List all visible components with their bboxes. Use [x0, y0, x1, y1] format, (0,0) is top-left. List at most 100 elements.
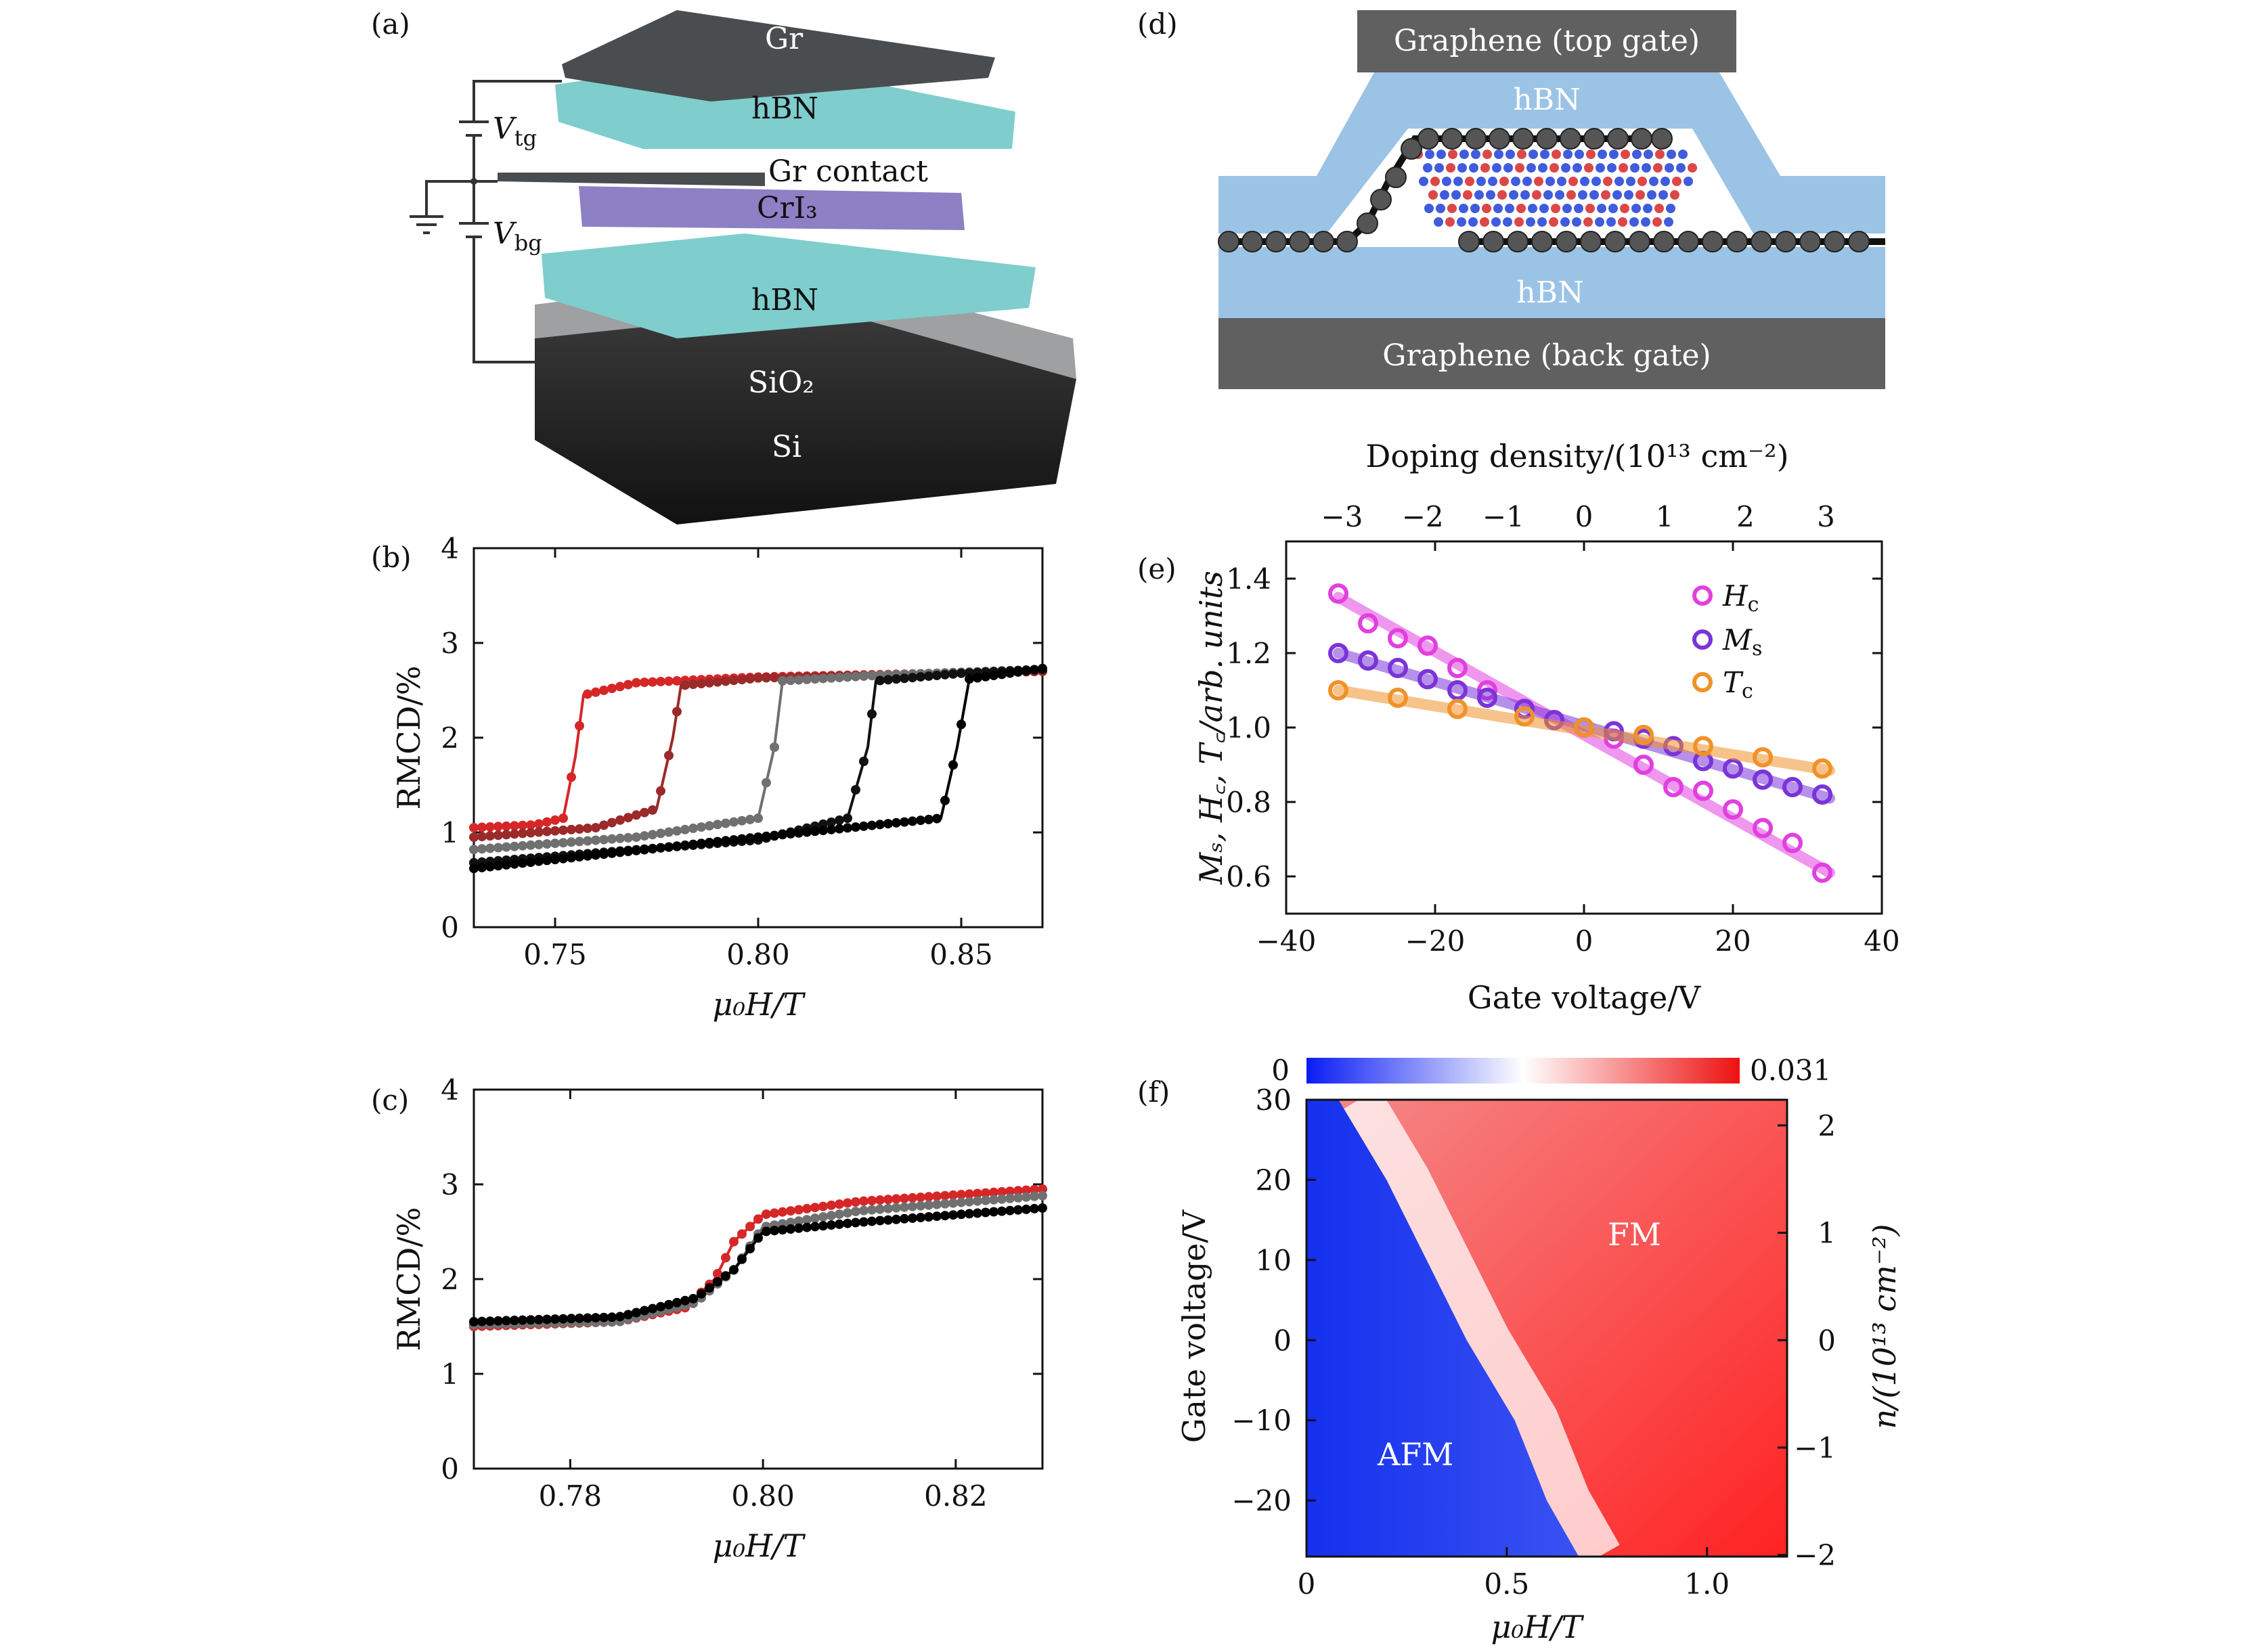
data-point [908, 1201, 917, 1211]
data-point [956, 668, 966, 678]
series-line [473, 1207, 1043, 1323]
data-point [1013, 1205, 1023, 1215]
graphene-atom [1775, 231, 1797, 252]
data-point [721, 676, 730, 686]
data-point [688, 823, 698, 833]
data-point [591, 835, 600, 845]
data-point [867, 709, 877, 719]
data-point [656, 828, 665, 839]
data-point [1633, 755, 1654, 775]
lattice-atom [1549, 217, 1558, 227]
data-point [883, 1195, 893, 1205]
data-point [843, 1208, 852, 1218]
data-point [688, 679, 698, 690]
data-point [640, 807, 649, 818]
data-point [656, 1301, 665, 1312]
y-tick-label: 0 [441, 911, 459, 944]
x-tick-label: 0 [1575, 924, 1593, 958]
graphene-atom [1536, 128, 1558, 150]
data-point [835, 1209, 844, 1220]
data-point [802, 1203, 812, 1213]
legend-ms: Ms [1722, 623, 1762, 661]
y-tick-label: 3 [441, 1168, 459, 1201]
data-point [908, 673, 917, 683]
lattice-atom [1517, 150, 1526, 159]
data-point [575, 824, 584, 834]
data-point [989, 671, 998, 681]
graphene-atom [1289, 231, 1311, 252]
lattice-atom [1563, 150, 1573, 159]
lattice-atom [1482, 204, 1491, 213]
data-point [713, 836, 722, 847]
graphene-atom [1441, 128, 1463, 150]
legend-hc: Hc [1722, 579, 1759, 617]
data-point [713, 677, 722, 687]
lattice-atom [1528, 204, 1537, 213]
data-point [591, 823, 600, 832]
lattice-atom [1586, 150, 1596, 159]
data-point [916, 1213, 925, 1222]
data-point [688, 839, 698, 849]
data-point [567, 772, 576, 782]
lattice-atom [1445, 217, 1455, 227]
panel-f-frame [1305, 1098, 1788, 1558]
data-point [567, 1314, 576, 1324]
data-point [956, 719, 966, 730]
data-point [599, 1312, 609, 1322]
data-point [973, 1188, 982, 1199]
lattice-atom [1658, 190, 1668, 200]
lattice-atom [1453, 177, 1463, 186]
data-point [851, 1197, 860, 1207]
data-point [632, 832, 641, 842]
lattice-atom [1430, 177, 1440, 186]
lattice-atom [1632, 150, 1642, 159]
lattice-atom [1555, 190, 1564, 200]
hbn-top-text: hBN [1513, 83, 1580, 117]
lattice-atom [1606, 217, 1616, 227]
data-point [1693, 780, 1713, 801]
data-point [485, 862, 495, 872]
data-point [956, 1209, 966, 1220]
graphene-atom [1218, 231, 1239, 252]
y-tick-label: 3 [441, 627, 459, 660]
data-point [1030, 665, 1039, 675]
data-point [892, 818, 901, 828]
data-point [794, 1216, 804, 1226]
lattice-atom [1624, 190, 1633, 200]
data-point [1417, 669, 1438, 690]
data-point [932, 813, 942, 824]
data-point [583, 836, 592, 846]
data-point [1021, 1185, 1031, 1195]
hbn-bottom-text: hBN [1516, 275, 1583, 310]
y-tick-label: 0.8 [1226, 786, 1271, 819]
data-point [770, 673, 779, 683]
vtg-label: Vtg [493, 112, 537, 151]
data-point [965, 1209, 974, 1219]
data-point [737, 834, 747, 844]
data-point [827, 673, 836, 683]
data-point [599, 849, 609, 860]
data-point [550, 839, 560, 849]
graphene-atom [1631, 128, 1652, 150]
lattice-atom [1603, 177, 1612, 186]
data-point [875, 675, 885, 686]
x-tick-label: 0 [1298, 1567, 1316, 1601]
lattice-atom [1440, 190, 1449, 200]
data-point [1753, 818, 1773, 839]
panel-b-label: (b) [371, 541, 412, 574]
data-point [802, 827, 812, 837]
data-point [583, 689, 592, 699]
data-point [493, 1316, 503, 1326]
data-point [656, 843, 665, 853]
data-point [502, 1316, 511, 1326]
data-point [786, 1206, 795, 1216]
y-tick-label: 1 [441, 1358, 459, 1391]
fit-line [1333, 685, 1835, 776]
data-point [737, 1254, 747, 1264]
data-point [1388, 628, 1408, 648]
lattice-atom [1612, 190, 1622, 200]
x-tick-label: 20 [1715, 924, 1751, 958]
panel-b: (b) 0.75 0.80 0.85 0 1 2 3 4 μ₀H/T RMCD/% [371, 532, 1047, 1023]
lattice-atom [1667, 150, 1676, 159]
y-tick-label: 1 [441, 816, 459, 849]
